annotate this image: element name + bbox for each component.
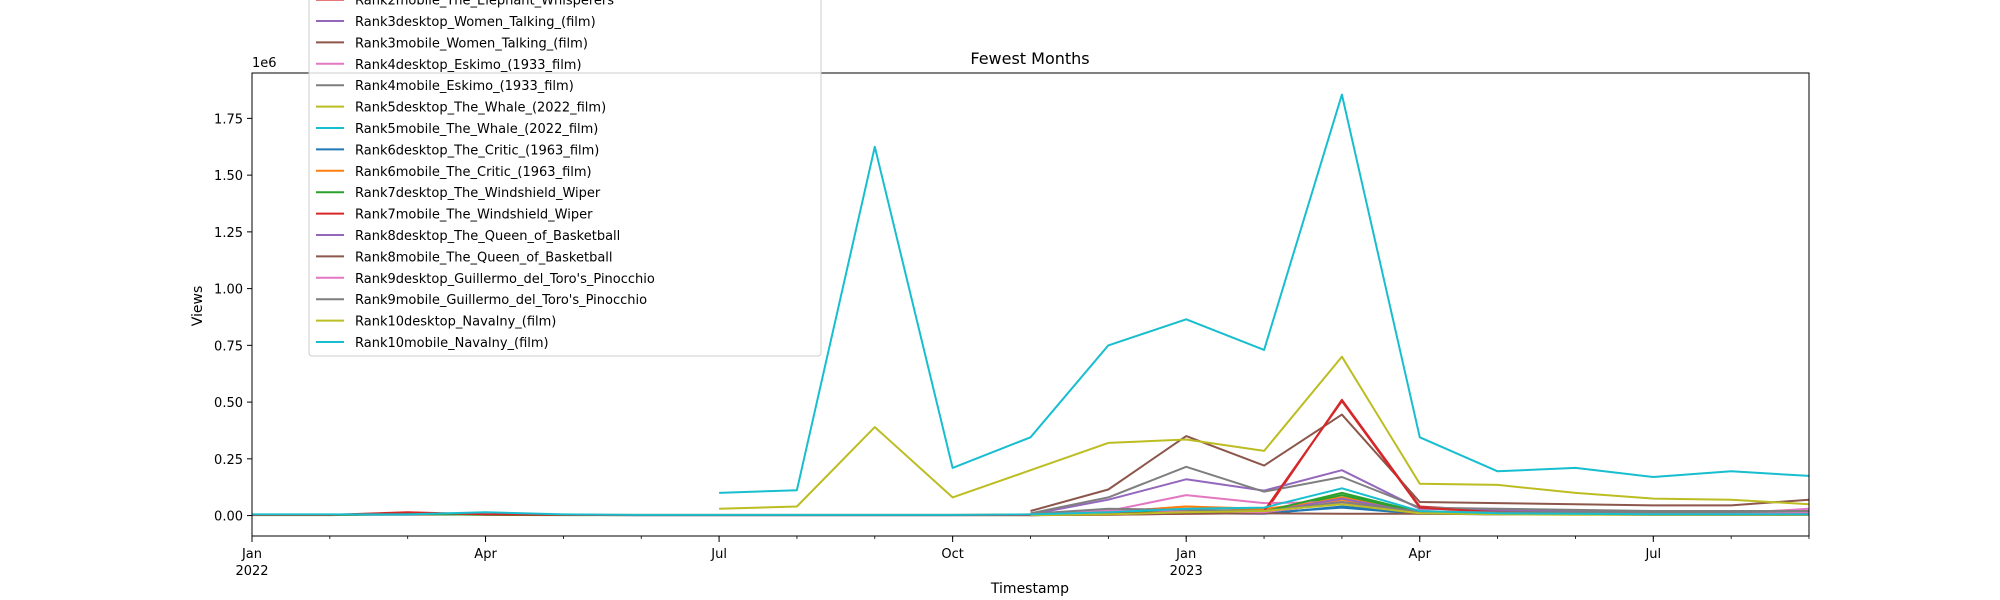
legend-entry-label: Rank9mobile_Guillermo_del_Toro's_Pinocch…: [355, 293, 647, 308]
x-tick-label: Jul: [1644, 547, 1661, 562]
y-tick-label: 1.50: [214, 169, 243, 184]
x-tick-label: Jan: [241, 547, 262, 562]
y-axis-multiplier: 1e6: [252, 56, 277, 71]
legend-entry-label: Rank5mobile_The_Whale_(2022_film): [355, 122, 598, 137]
legend-entry-label: Rank6desktop_The_Critic_(1963_film): [355, 143, 599, 158]
x-tick-sublabel: 2023: [1170, 564, 1203, 579]
legend-entry-label: Rank3desktop_Women_Talking_(film): [355, 15, 596, 30]
x-tick-label: Jul: [710, 547, 727, 562]
series-line-6: [1030, 413, 1810, 512]
y-tick-label: 0.00: [214, 510, 243, 525]
series-line-9: [719, 355, 1810, 510]
y-axis-label: Views: [190, 286, 206, 327]
legend-entry-label: Rank5desktop_The_Whale_(2022_film): [355, 101, 606, 116]
legend-entry-label: Rank10desktop_Navalny_(film): [355, 315, 556, 330]
legend: Rank1desktop_All_Quiet_on_the_Western_Fr…: [308, 0, 822, 357]
legend-entry-label: Rank8desktop_The_Queen_of_Basketball: [355, 229, 620, 244]
x-tick-label: Apr: [1409, 547, 1432, 562]
chart-title: Fewest Months: [970, 49, 1089, 68]
series-line-10: [719, 93, 1810, 494]
y-tick-label: 1.00: [214, 283, 243, 298]
legend-entry-label: Rank8mobile_The_Queen_of_Basketball: [355, 250, 613, 265]
y-tick-label: 1.75: [214, 112, 243, 127]
legend-box: [308, 0, 822, 357]
x-tick-label: Jan: [1175, 547, 1196, 562]
x-tick-label: Apr: [474, 547, 497, 562]
series-lines: [252, 93, 1810, 517]
y-tick-label: 0.75: [214, 339, 243, 354]
x-tick-sublabel: 2022: [235, 564, 268, 579]
y-tick-label: 0.25: [214, 453, 243, 468]
legend-entry-label: Rank2mobile_The_Elephant_Whisperers: [355, 0, 614, 9]
series-line-20: [252, 487, 1809, 516]
legend-entry-label: Rank4mobile_Eskimo_(1933_film): [355, 79, 574, 94]
legend-entry-label: Rank9desktop_Guillermo_del_Toro's_Pinocc…: [355, 272, 655, 287]
legend-entry-label: Rank3mobile_Women_Talking_(film): [355, 36, 588, 51]
legend-entry-label: Rank10mobile_Navalny_(film): [355, 336, 549, 351]
x-tick-label: Oct: [941, 547, 963, 562]
legend-entry-label: Rank4desktop_Eskimo_(1933_film): [355, 58, 582, 73]
y-tick-label: 0.50: [214, 396, 243, 411]
legend-entry-label: Rank7mobile_The_Windshield_Wiper: [355, 208, 593, 223]
y-tick-label: 1.25: [214, 226, 243, 241]
legend-entry-label: Rank6mobile_The_Critic_(1963_film): [355, 165, 592, 180]
legend-entry-label: Rank7desktop_The_Windshield_Wiper: [355, 186, 601, 201]
x-axis-label: Timestamp: [990, 581, 1069, 597]
